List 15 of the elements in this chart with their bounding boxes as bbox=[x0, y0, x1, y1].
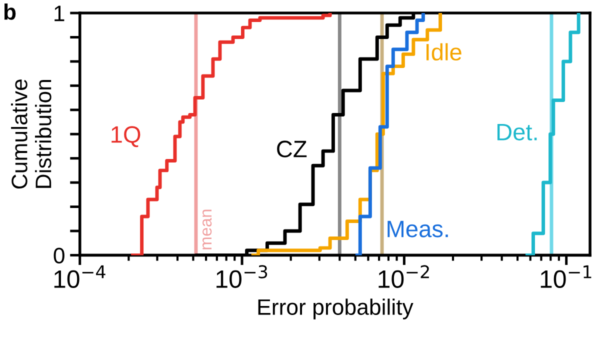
ref-line-label: mean bbox=[202, 210, 212, 250]
x-tick-label: 10$^{−2}$ bbox=[378, 265, 429, 288]
series-label: Idle bbox=[426, 43, 462, 61]
series-label: CZ bbox=[277, 140, 307, 158]
series-label: 1Q bbox=[112, 126, 140, 148]
x-tick-label: 10$^{−4}$ bbox=[54, 265, 106, 288]
x-axis-title: Error probability bbox=[258, 298, 414, 320]
y-tick-label: 0 bbox=[54, 248, 64, 264]
y-axis-title: Cumulative Distribution bbox=[11, 80, 52, 189]
series-label: Meas. bbox=[388, 220, 448, 238]
y-tick-label: 1 bbox=[54, 6, 64, 22]
x-tick-label: 10$^{−3}$ bbox=[216, 265, 268, 288]
text: b bbox=[4, 4, 16, 20]
series-label: Det. bbox=[497, 124, 537, 140]
x-tick-label: 10$^{−1}$ bbox=[540, 265, 592, 288]
